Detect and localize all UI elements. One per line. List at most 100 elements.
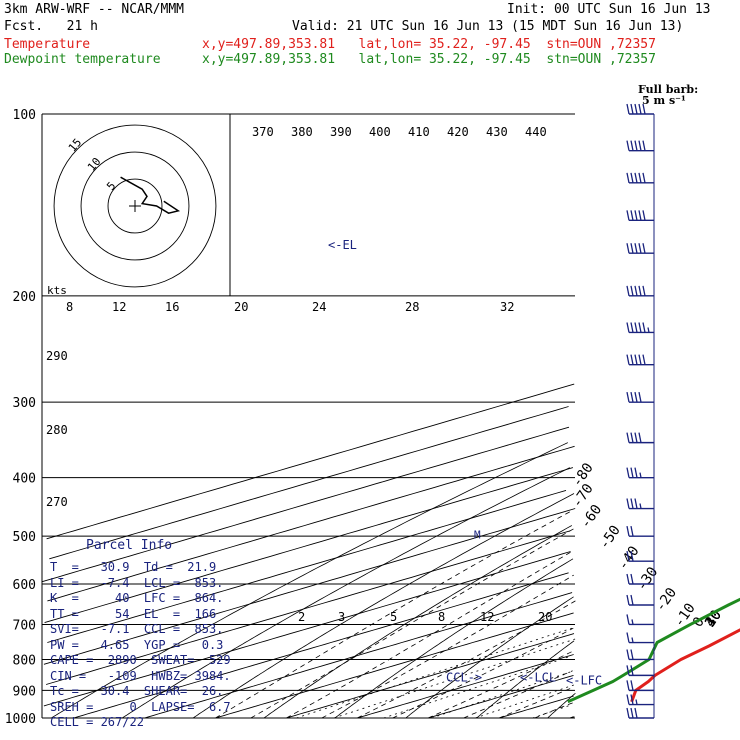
mixing-label-8: 8 <box>66 300 73 314</box>
wind-barb-flag <box>634 707 638 719</box>
theta-label-370: 370 <box>252 125 274 139</box>
dry-adiabat-240 <box>121 467 570 719</box>
wind-barb-flag <box>634 498 638 509</box>
wind-barb-flag <box>630 551 634 562</box>
isotherm--100 <box>47 445 575 602</box>
wind-barb-flag <box>630 243 634 254</box>
wind-barb-flag <box>630 649 634 660</box>
wind-barb-flag <box>638 210 642 221</box>
wind-barb-flag <box>634 210 638 221</box>
wind-barb-flag <box>638 354 642 365</box>
wind-barb-flag <box>630 103 634 115</box>
moist-adiabat--5 <box>321 574 574 719</box>
wind-barb <box>626 285 654 297</box>
wind-barb-flag <box>626 573 630 585</box>
wind-barb-flag <box>626 614 630 625</box>
parcel-info-title: Parcel Info <box>86 538 173 553</box>
wind-barb-flag <box>626 680 630 691</box>
wind-barb-flag <box>626 322 630 333</box>
parcel-info-line: SREH = 0 LAPSE= 6.7 <box>50 699 231 714</box>
wind-barb <box>626 694 654 706</box>
wind-barb-flag <box>642 322 646 333</box>
wind-barb-flag <box>642 172 646 183</box>
parcel-info-line: T = 30.9 Td = 21.9 <box>50 560 217 574</box>
wind-barb-flag <box>626 551 630 562</box>
pressure-tick-400: 400 <box>13 472 36 487</box>
wind-barb-flag <box>638 432 642 443</box>
wind-barb-flag <box>626 694 630 705</box>
wind-barb-flag <box>634 432 638 443</box>
wind-barb-flag <box>630 526 634 537</box>
parcel-info-line: CAPE = 2890 SWEAT= 529 <box>50 653 231 667</box>
mixing-ratio-20 <box>532 704 573 719</box>
wind-barb-flag <box>642 243 646 254</box>
el-marker: <-EL <box>328 238 357 252</box>
isotherm-label--30: -30 <box>634 564 662 594</box>
wind-barb-flag <box>626 354 630 365</box>
wind-barb-flag <box>630 432 634 443</box>
isotherm--80 <box>47 489 567 643</box>
dewpoint-legend-label: Dewpoint temperature <box>4 52 161 67</box>
wind-barb-flag <box>634 354 638 365</box>
theta-label-430: 430 <box>486 125 508 139</box>
moist-adiabat--15 <box>250 527 575 719</box>
isotherm-10 <box>427 674 574 719</box>
wind-barb <box>626 467 654 479</box>
wind-barb-flag <box>626 498 630 509</box>
wind-barb-flag <box>630 322 634 333</box>
barb-key-line1: Full barb: <box>638 83 698 96</box>
isotherm--60 <box>45 530 571 685</box>
moist-adiabat-20 <box>498 687 574 719</box>
wind-barb <box>626 322 654 334</box>
m-marker: M <box>474 529 481 542</box>
isotherm-label--20: -20 <box>652 585 680 615</box>
wind-barb-flag <box>626 432 630 443</box>
pressure-tick-200: 200 <box>13 290 36 305</box>
wind-barb <box>626 526 654 537</box>
pressure-tick-1000: 1000 <box>5 712 36 727</box>
wind-barb <box>626 649 654 661</box>
mixing-ratio-2 <box>296 627 573 719</box>
wind-barb-flag <box>634 103 638 115</box>
dry-adiabat-260 <box>263 525 572 719</box>
wind-barb-half <box>647 327 650 333</box>
wind-barb-flag <box>630 354 634 365</box>
theta-e-label-280: 280 <box>46 423 68 437</box>
ccl-marker: CCL-> <box>446 670 482 684</box>
isotherm--120 <box>49 406 569 560</box>
wind-barb <box>626 680 654 692</box>
mixing-low-label-3: 3 <box>338 610 345 624</box>
wind-barb <box>626 551 654 562</box>
hodograph-trace <box>120 176 181 215</box>
wind-barb-half <box>639 472 642 478</box>
wind-barb-flag <box>638 243 642 254</box>
wind-barb-flag <box>626 467 630 478</box>
pressure-tick-900: 900 <box>13 684 36 699</box>
hodograph-ring-label-3: 15 <box>66 136 84 155</box>
hodograph-ring-label-1: 5 <box>104 179 118 192</box>
wind-barb-half <box>639 503 642 509</box>
wind-barb <box>626 432 654 444</box>
isotherm-label--50: -50 <box>596 523 624 553</box>
wind-barb-flag <box>642 103 646 115</box>
isotherm--40 <box>73 572 569 719</box>
wind-barb-flag <box>630 694 634 705</box>
wind-barb-flag <box>626 707 630 719</box>
wind-barb-flag <box>642 354 646 365</box>
parcel-info-line: CELL = 267/22 <box>50 715 144 729</box>
theta-label-390: 390 <box>330 125 352 139</box>
wind-barb-flag <box>626 526 630 537</box>
wind-barb-flag <box>638 322 642 333</box>
hodograph-ring-3 <box>53 124 217 288</box>
wind-barb <box>626 210 654 222</box>
isotherm-0 <box>357 654 574 719</box>
wind-barb <box>626 614 654 626</box>
wind-barb-flag <box>626 172 630 183</box>
isotherm--20 <box>215 612 574 719</box>
temperature-legend-info: x,y=497.89,353.81 lat,lon= 35.22, -97.45… <box>202 37 656 52</box>
isotherm-label-10: 10 <box>702 607 725 630</box>
isotherm-label-20: 20 <box>702 607 725 630</box>
mixing-low-label-20: 20 <box>538 610 552 624</box>
pressure-tick-500: 500 <box>13 530 36 545</box>
